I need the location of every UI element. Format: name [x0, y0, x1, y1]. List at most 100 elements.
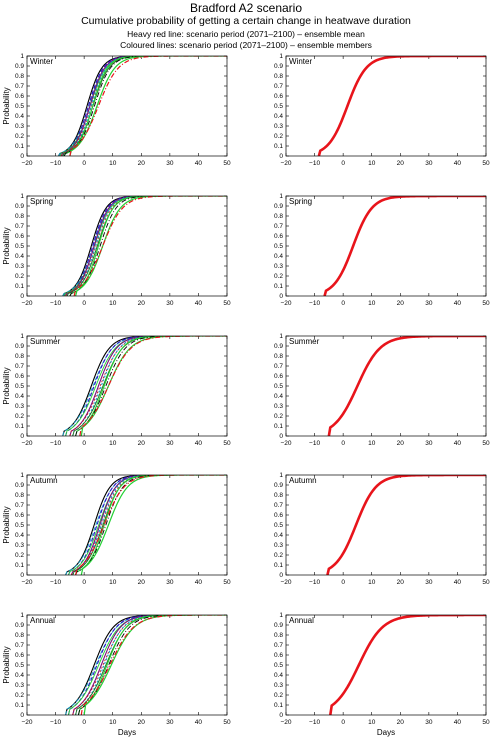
- y-tick-label: 0.1: [274, 143, 283, 150]
- panel-label: Winter: [289, 57, 312, 66]
- y-tick-label: 0.7: [15, 223, 24, 230]
- x-tick-label: 20: [138, 719, 146, 726]
- ensemble-mean-line: [323, 196, 486, 296]
- y-tick-label: 1: [20, 472, 24, 479]
- y-tick-label: 0: [279, 433, 283, 440]
- x-tick-label: 20: [138, 300, 146, 307]
- panel-label: Winter: [30, 57, 53, 66]
- x-axis-label: Days: [377, 728, 395, 737]
- panel-winter-members: −20 −10 0 10 20 30 40 50 0 0.1 0.2 0.3 0.4 0.5 0.6 0.7 0…: [2, 53, 231, 167]
- y-tick-label: 0.3: [15, 542, 24, 549]
- y-tick-label: 0.1: [274, 702, 283, 709]
- x-tick-label: −10: [309, 719, 320, 726]
- plot-lines: [327, 336, 486, 436]
- y-tick-label: 0: [279, 293, 283, 300]
- y-tick-label: 0.4: [15, 393, 24, 400]
- y-tick-label: 0.5: [15, 522, 24, 529]
- y-tick-label: 0.1: [274, 423, 283, 430]
- y-tick-label: 1: [20, 333, 24, 340]
- y-tick-label: 0.8: [274, 73, 283, 80]
- x-tick-label: 0: [341, 440, 345, 447]
- x-tick-label: 30: [425, 579, 433, 586]
- panel-label: Autumn: [289, 476, 317, 485]
- y-tick-label: 1: [279, 472, 283, 479]
- x-tick-label: 0: [341, 160, 345, 167]
- note-ensemble-mean: Heavy red line: scenario period (2071–21…: [127, 29, 365, 39]
- member-line: [65, 196, 227, 296]
- x-tick-label: 50: [223, 440, 231, 447]
- member-line: [59, 56, 227, 156]
- x-tick-label: 0: [82, 300, 86, 307]
- y-tick-label: 0.4: [15, 253, 24, 260]
- x-tick-label: 50: [482, 300, 490, 307]
- x-tick-label: −10: [50, 579, 61, 586]
- ensemble-mean-line: [327, 336, 486, 436]
- x-tick-label: 10: [368, 440, 376, 447]
- x-tick-label: 50: [482, 440, 490, 447]
- y-tick-label: 0.2: [274, 552, 283, 559]
- ensemble-mean-line: [329, 615, 486, 715]
- y-tick-label: 0.3: [274, 403, 283, 410]
- y-tick-label: 0.9: [15, 482, 24, 489]
- x-tick-label: 30: [425, 440, 433, 447]
- y-tick-label: 0.2: [274, 273, 283, 280]
- y-tick-label: 0.9: [274, 622, 283, 629]
- y-tick-label: 0.9: [15, 622, 24, 629]
- ensemble-mean-line: [80, 615, 227, 715]
- member-line: [60, 56, 227, 156]
- x-tick-label: 50: [482, 719, 490, 726]
- x-tick-label: −20: [21, 440, 32, 447]
- x-tick-label: 50: [223, 579, 231, 586]
- member-line: [65, 196, 227, 296]
- y-tick-label: 0.3: [15, 403, 24, 410]
- plot-lines: [65, 615, 227, 715]
- x-tick-label: −20: [280, 160, 291, 167]
- x-tick-label: 50: [223, 300, 231, 307]
- x-tick-label: 0: [341, 579, 345, 586]
- y-tick-label: 0.2: [15, 552, 24, 559]
- y-tick-label: 0.8: [15, 213, 24, 220]
- plot-frame: [26, 614, 228, 716]
- x-tick-label: 10: [109, 719, 117, 726]
- y-tick-label: 0.1: [15, 283, 24, 290]
- y-tick-label: 0.7: [274, 642, 283, 649]
- y-tick-label: 0.8: [15, 632, 24, 639]
- panel-label: Spring: [289, 197, 312, 206]
- x-tick-label: 30: [425, 160, 433, 167]
- panel-annual-mean: −20 −10 0 10 20 30 40 50 0 0.1 0.2 0.3 0.4 0.5 0.6 0.7 0…: [274, 612, 490, 737]
- x-tick-label: −10: [309, 579, 320, 586]
- plot-lines: [323, 196, 486, 296]
- x-tick-label: 30: [425, 719, 433, 726]
- x-tick-label: 20: [397, 160, 405, 167]
- member-line: [62, 336, 227, 436]
- y-tick-label: 0.2: [15, 273, 24, 280]
- plot-frame: [285, 335, 487, 437]
- y-tick-label: 0: [279, 572, 283, 579]
- y-tick-label: 0.9: [274, 203, 283, 210]
- x-tick-label: 20: [397, 719, 405, 726]
- x-tick-label: 30: [166, 719, 174, 726]
- plot-frame: [285, 474, 487, 576]
- y-tick-label: 0.8: [274, 353, 283, 360]
- x-tick-label: 0: [82, 719, 86, 726]
- y-tick-label: 0.6: [15, 93, 24, 100]
- y-tick-label: 0.7: [15, 363, 24, 370]
- plot-lines: [62, 336, 227, 436]
- y-tick-label: 0.3: [274, 123, 283, 130]
- x-tick-label: −10: [309, 440, 320, 447]
- x-tick-label: 10: [368, 300, 376, 307]
- member-line: [58, 56, 227, 156]
- y-tick-label: 0: [279, 712, 283, 719]
- y-tick-label: 0.1: [15, 562, 24, 569]
- x-tick-label: −20: [21, 300, 32, 307]
- x-tick-label: −10: [309, 300, 320, 307]
- y-tick-label: 0.6: [15, 233, 24, 240]
- panel-label: Annual: [30, 616, 55, 625]
- panel-winter-mean: −20 −10 0 10 20 30 40 50 0 0.1 0.2 0.3 0.4 0.5 0.6 0.7 0…: [274, 53, 490, 167]
- x-tick-label: 0: [341, 300, 345, 307]
- y-tick-label: 1: [20, 53, 24, 60]
- x-tick-label: −10: [50, 440, 61, 447]
- y-tick-label: 1: [279, 53, 283, 60]
- y-axis-label: Probability: [2, 87, 11, 124]
- x-tick-label: −20: [280, 440, 291, 447]
